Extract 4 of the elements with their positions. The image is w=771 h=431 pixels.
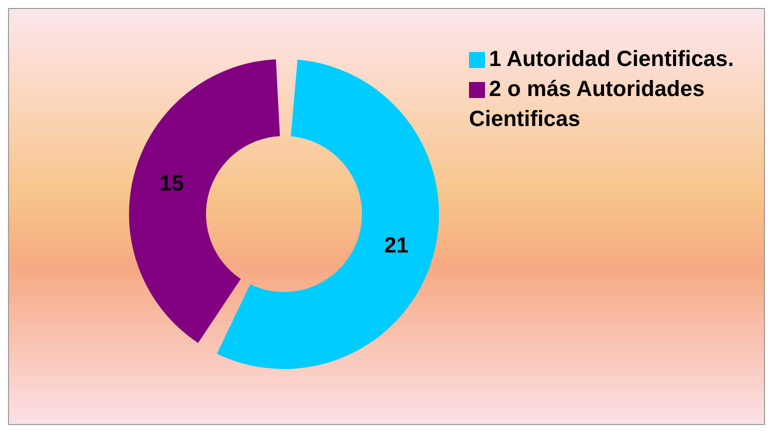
data-label: 21 <box>384 232 409 258</box>
legend-label: 2 o más Autoridades Cientificas <box>469 76 705 131</box>
legend-label: 1 Autoridad Cientificas. <box>489 46 734 71</box>
data-label: 15 <box>159 170 184 196</box>
